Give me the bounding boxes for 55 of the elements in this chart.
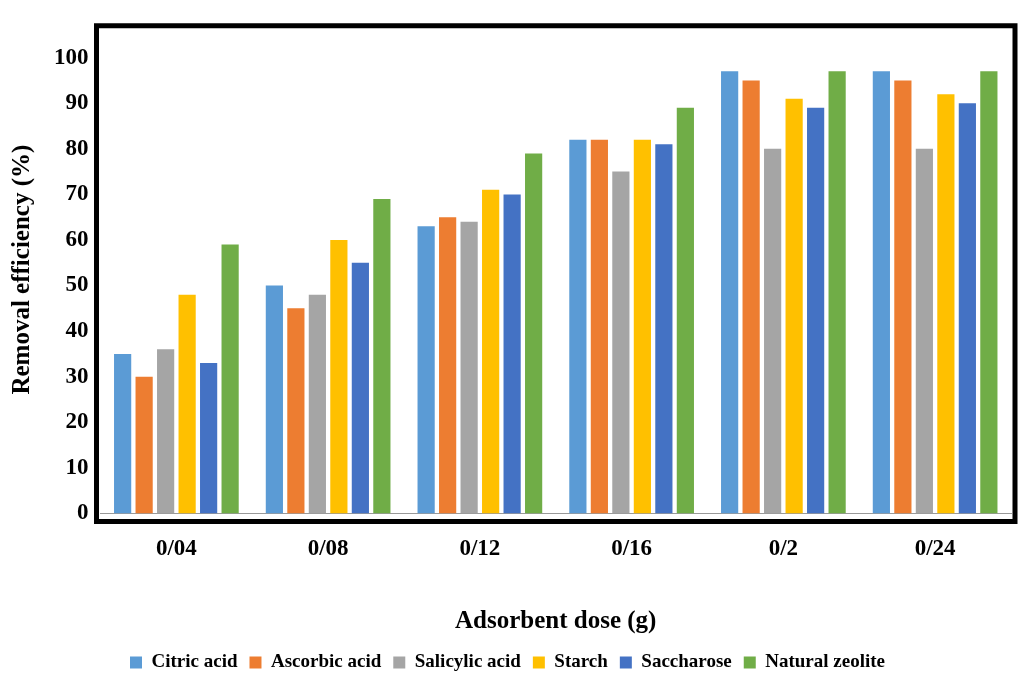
x-tick-label: 0/24	[914, 535, 957, 561]
bar	[482, 189, 500, 514]
bar	[937, 94, 955, 514]
y-tick-label: 0	[77, 499, 89, 525]
bar	[373, 198, 391, 514]
bar	[178, 294, 196, 514]
bar	[676, 107, 694, 514]
bar	[330, 239, 348, 514]
bar	[265, 285, 283, 514]
y-tick-label: 80	[65, 134, 89, 160]
y-tick-label: 40	[65, 317, 89, 343]
bar	[221, 244, 239, 514]
x-tick-label: 0/12	[459, 535, 501, 561]
bar	[525, 153, 543, 514]
y-axis-title: Removal efficiency (%)	[7, 144, 36, 395]
bar	[590, 139, 608, 514]
legend-label: Natural zeolite	[765, 650, 886, 672]
bar	[417, 226, 435, 514]
legend-label: Saccharose	[641, 650, 732, 672]
y-tick-label: 100	[54, 43, 89, 69]
y-tick-label: 90	[65, 89, 89, 115]
legend-label: Starch	[554, 650, 609, 672]
y-tick-label: 60	[65, 225, 89, 251]
bar	[135, 376, 153, 514]
bar	[200, 363, 218, 514]
bar	[958, 103, 976, 514]
bar	[439, 217, 457, 514]
bar	[114, 353, 132, 514]
y-tick-label: 30	[65, 362, 89, 388]
bar	[287, 308, 305, 514]
bar	[872, 71, 890, 514]
bar	[742, 80, 760, 514]
bar	[980, 71, 998, 514]
bar	[503, 194, 521, 514]
x-tick-label: 0/08	[307, 535, 349, 561]
x-axis-title: Adsorbent dose (g)	[455, 606, 657, 635]
bar	[894, 80, 912, 514]
y-tick-label: 20	[65, 408, 89, 434]
legend-label: Salicylic acid	[414, 650, 522, 672]
bar	[828, 71, 846, 514]
bar	[655, 144, 673, 514]
y-tick-label: 50	[65, 271, 89, 297]
bar	[807, 107, 825, 514]
bar	[721, 71, 739, 514]
legend-label: Citric acid	[151, 650, 238, 672]
y-tick-label: 70	[65, 180, 89, 206]
bar	[351, 262, 369, 514]
y-tick-label: 10	[65, 453, 89, 479]
bar	[569, 139, 587, 514]
x-tick-label: 0/2	[768, 535, 799, 561]
legend-label: Ascorbic acid	[270, 650, 382, 672]
bar	[633, 139, 651, 514]
x-tick-label: 0/16	[611, 535, 653, 561]
bar	[785, 98, 803, 514]
x-tick-label: 0/04	[155, 535, 198, 561]
